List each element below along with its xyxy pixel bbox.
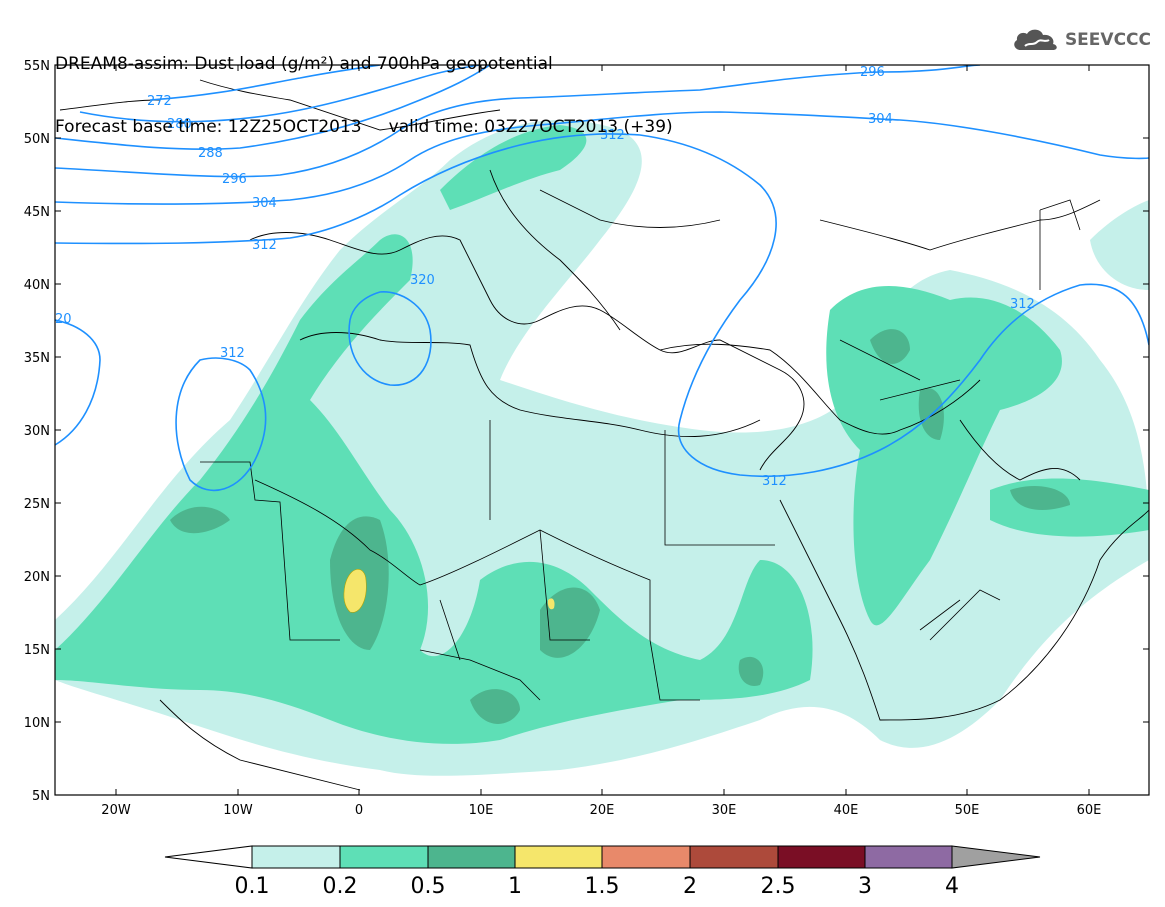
lon-label: 40E <box>834 803 859 818</box>
dust-shading <box>55 120 1149 776</box>
title-line-1: DREAM8-assim: Dust load (g/m²) and 700hP… <box>55 54 553 74</box>
lat-labels: 55N 50N 45N 40N 35N 30N 25N 20N 15N 10N … <box>24 59 50 804</box>
contour-label: 312 <box>762 474 787 489</box>
contour-label: 280 <box>167 117 192 132</box>
colorbar-segment <box>514 845 603 869</box>
lat-label: 5N <box>32 789 50 804</box>
geopotential-contours <box>55 65 1149 492</box>
lon-label: 20W <box>101 803 131 818</box>
colorbar-under-triangle <box>164 845 253 869</box>
dust-region-dark-7 <box>1010 485 1070 510</box>
contour-label: 320 <box>410 273 435 288</box>
dust-region-medium-europe <box>440 125 587 210</box>
contour-label: 304 <box>252 196 277 211</box>
dust-region-dark-5 <box>870 329 910 364</box>
dust-region-medium-gulf <box>990 478 1149 537</box>
lon-label: 50E <box>955 803 980 818</box>
contour-label: 296 <box>222 172 247 187</box>
contour-label: 288 <box>198 146 223 161</box>
lat-label: 20N <box>24 570 50 585</box>
lon-label: 20E <box>590 803 615 818</box>
lat-label: 45N <box>24 205 50 220</box>
contour-296 <box>55 65 981 178</box>
dust-region-dark-8 <box>738 656 764 686</box>
lat-label: 30N <box>24 424 50 439</box>
lat-label: 10N <box>24 716 50 731</box>
colorbar-segment <box>777 845 866 869</box>
contour-label: 296 <box>860 65 885 80</box>
lon-labels: 20W 10W 0 10E 20E 30E 40E 50E 60E <box>101 803 1101 818</box>
contour-312-west <box>175 357 267 492</box>
colorbar-label: 2.5 <box>761 874 796 899</box>
dust-region-dark-4 <box>170 506 230 534</box>
lon-label: 10E <box>469 803 494 818</box>
contour-labels: 272 280 288 296 304 312 320 296 304 312 … <box>55 65 1035 489</box>
colorbar-label: 1 <box>508 874 522 899</box>
colorbar-label: 3 <box>858 874 872 899</box>
title-line-2: Forecast base time: 12Z25OCT2013 valid t… <box>55 117 673 137</box>
lat-label: 15N <box>24 643 50 658</box>
contour-label: 312 <box>220 346 245 361</box>
lon-label: 60E <box>1077 803 1102 818</box>
dust-region-light-east <box>1090 200 1149 290</box>
lat-label: 35N <box>24 351 50 366</box>
dust-region-medium-levant <box>826 286 1062 626</box>
coastlines <box>59 79 1149 791</box>
colorbar <box>164 845 1041 869</box>
map-title: DREAM8-assim: Dust load (g/m²) and 700hP… <box>55 12 673 159</box>
dust-region-dark-3 <box>470 689 520 724</box>
contour-label: 20 <box>55 312 72 327</box>
contour-312 <box>55 133 1149 478</box>
colorbar-over-triangle <box>951 845 1041 869</box>
lat-label: 25N <box>24 497 50 512</box>
colorbar-segment <box>689 845 779 869</box>
contour-label: 312 <box>252 238 277 253</box>
lon-label: 10W <box>223 803 253 818</box>
colorbar-label: 1.5 <box>585 874 620 899</box>
dust-region-yellow-2 <box>547 598 555 610</box>
seevccc-logo: SEEVCCC <box>1011 26 1151 54</box>
colorbar-segment <box>251 845 341 869</box>
colorbar-labels: 0.1 0.2 0.5 1 1.5 2 2.5 3 4 <box>235 874 960 899</box>
contour-label: 304 <box>868 112 893 127</box>
lon-label: 0 <box>355 803 363 818</box>
cloud-icon <box>1014 29 1057 50</box>
lat-label: 55N <box>24 59 50 74</box>
contour-320 <box>348 291 432 386</box>
lat-label: 50N <box>24 132 50 147</box>
logo-text: SEEVCCC <box>1064 30 1151 50</box>
colorbar-label: 0.5 <box>411 874 446 899</box>
dust-region-yellow <box>343 569 367 613</box>
dust-region-medium <box>55 234 813 744</box>
colorbar-label: 0.2 <box>323 874 358 899</box>
colorbar-label: 2 <box>683 874 697 899</box>
contour-288 <box>55 65 491 150</box>
colorbar-label: 4 <box>945 874 959 899</box>
contour-320-west <box>55 319 101 446</box>
borders <box>200 199 1081 701</box>
colorbar-segment <box>601 845 691 869</box>
contour-272 <box>149 65 381 101</box>
contour-label: 312 <box>1010 297 1035 312</box>
colorbar-segment <box>864 845 953 869</box>
contour-304 <box>55 111 1149 205</box>
ticks <box>55 64 1149 796</box>
colorbar-segment <box>427 845 516 869</box>
lat-label: 40N <box>24 278 50 293</box>
colorbar-segment <box>339 845 429 869</box>
contour-label: 272 <box>147 94 172 109</box>
contour-label: 312 <box>600 128 625 143</box>
contour-280 <box>79 65 481 123</box>
lon-label: 30E <box>712 803 737 818</box>
colorbar-label: 0.1 <box>235 874 270 899</box>
